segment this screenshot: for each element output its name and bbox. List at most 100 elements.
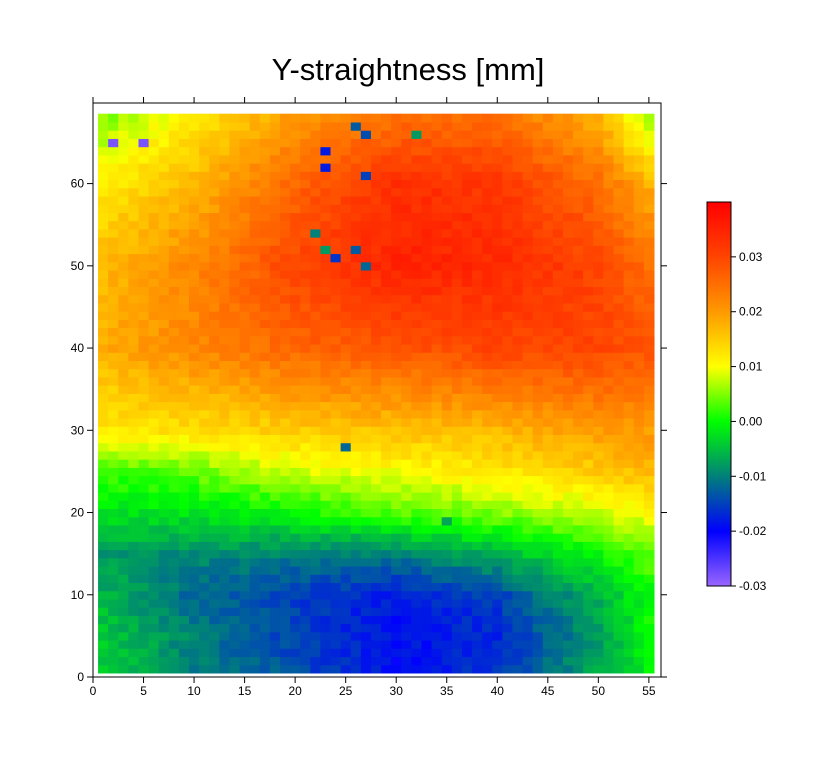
heatmap-cell xyxy=(542,376,554,386)
heatmap-cell xyxy=(259,401,271,411)
heatmap-cell xyxy=(98,467,109,477)
heatmap-cell xyxy=(108,121,119,131)
heatmap-cell xyxy=(209,187,220,197)
heatmap-cell xyxy=(411,442,423,452)
heatmap-cell xyxy=(259,261,271,271)
heatmap-cell xyxy=(643,187,655,197)
outlier-cell xyxy=(360,171,372,181)
heatmap-cell xyxy=(391,187,402,197)
heatmap-cell xyxy=(310,286,322,296)
heatmap-cell xyxy=(623,286,635,296)
heatmap-cell xyxy=(613,179,625,189)
heatmap-cell xyxy=(421,261,433,271)
heatmap-cell xyxy=(411,302,423,312)
heatmap-cell xyxy=(229,590,241,600)
heatmap-cell xyxy=(451,409,463,419)
heatmap-cell xyxy=(593,376,604,386)
heatmap-cell xyxy=(603,204,615,213)
heatmap-cell xyxy=(98,121,109,131)
heatmap-cell xyxy=(118,220,129,230)
heatmap-cell xyxy=(219,294,231,304)
heatmap-cell xyxy=(613,343,625,353)
heatmap-cell xyxy=(573,615,584,625)
heatmap-cell xyxy=(532,319,544,329)
heatmap-cell xyxy=(340,582,352,592)
heatmap-cell xyxy=(502,582,514,592)
heatmap-cell xyxy=(411,261,423,271)
heatmap-cell xyxy=(360,311,372,320)
heatmap-cell xyxy=(593,335,604,345)
heatmap-cell xyxy=(138,187,150,197)
heatmap-cell xyxy=(269,549,281,559)
heatmap-cell xyxy=(259,212,271,222)
heatmap-cell xyxy=(502,467,514,477)
heatmap-cell xyxy=(552,220,564,230)
heatmap-cell xyxy=(320,574,332,584)
heatmap-cell xyxy=(168,253,180,263)
heatmap-cell xyxy=(229,352,241,361)
heatmap-cell xyxy=(178,549,190,559)
heatmap-cell xyxy=(583,450,594,460)
heatmap-cell xyxy=(158,204,170,213)
heatmap-cell xyxy=(431,426,443,435)
heatmap-cell xyxy=(583,631,594,641)
heatmap-cell xyxy=(593,607,604,616)
heatmap-cell xyxy=(340,385,352,394)
heatmap-cell xyxy=(279,278,291,287)
heatmap-cell xyxy=(370,450,382,460)
heatmap-cell xyxy=(209,549,220,559)
heatmap-cell xyxy=(431,302,443,312)
heatmap-cell xyxy=(401,130,412,139)
heatmap-cell xyxy=(279,409,291,419)
heatmap-cell xyxy=(502,302,514,312)
heatmap-cell xyxy=(300,302,311,312)
heatmap-cell xyxy=(148,187,160,197)
heatmap-cell xyxy=(118,417,129,427)
heatmap-cell xyxy=(189,187,200,197)
heatmap-cell xyxy=(300,335,311,345)
heatmap-cell xyxy=(209,327,220,337)
heatmap-cell xyxy=(269,656,281,666)
heatmap-cell xyxy=(623,302,635,312)
heatmap-cell xyxy=(401,557,412,567)
heatmap-cell xyxy=(573,163,584,172)
heatmap-cell xyxy=(269,615,281,625)
heatmap-cell xyxy=(350,491,362,501)
heatmap-cell xyxy=(249,664,261,674)
heatmap-cell xyxy=(229,582,241,592)
heatmap-cell xyxy=(482,335,493,345)
heatmap-cell xyxy=(613,368,625,378)
heatmap-cell xyxy=(178,385,190,394)
heatmap-cell xyxy=(623,113,635,123)
heatmap-cell xyxy=(593,360,604,370)
heatmap-cell xyxy=(219,237,231,246)
heatmap-cell xyxy=(370,220,382,230)
heatmap-cell xyxy=(381,154,392,164)
heatmap-cell xyxy=(310,212,322,222)
heatmap-cell xyxy=(583,508,594,518)
y-tick-label: 40 xyxy=(71,341,85,355)
heatmap-cell xyxy=(643,278,655,287)
heatmap-cell xyxy=(320,130,332,139)
heatmap-cell xyxy=(239,204,251,213)
heatmap-cell xyxy=(340,508,352,518)
heatmap-cell xyxy=(158,664,170,674)
heatmap-cell xyxy=(441,639,453,649)
heatmap-cell xyxy=(340,245,352,255)
heatmap-cell xyxy=(482,179,493,189)
heatmap-cell xyxy=(512,171,524,181)
heatmap-cell xyxy=(461,409,473,419)
heatmap-cell xyxy=(532,269,544,279)
heatmap-cell xyxy=(381,278,392,287)
heatmap-cell xyxy=(350,220,362,230)
heatmap-cell xyxy=(482,352,493,361)
heatmap-cell xyxy=(512,533,524,542)
heatmap-cell xyxy=(542,598,554,608)
heatmap-cell xyxy=(562,565,574,575)
heatmap-cell xyxy=(643,500,655,510)
heatmap-cell xyxy=(461,516,473,526)
heatmap-cell xyxy=(411,582,423,592)
heatmap-cell xyxy=(330,426,342,435)
heatmap-cell xyxy=(98,417,109,427)
heatmap-cell xyxy=(310,656,322,666)
